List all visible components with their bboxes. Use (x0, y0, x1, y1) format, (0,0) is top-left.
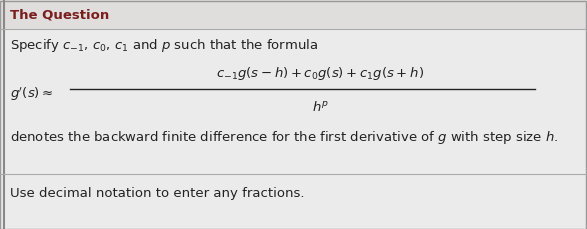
Text: $c_{-1}g(s-h) + c_0g(s) + c_1g(s+h)$: $c_{-1}g(s-h) + c_0g(s) + c_1g(s+h)$ (216, 65, 424, 82)
Text: Use decimal notation to enter any fractions.: Use decimal notation to enter any fracti… (10, 188, 305, 201)
Text: $h^p$: $h^p$ (312, 100, 328, 114)
Text: Specify $c_{-1}$, $c_0$, $c_1$ and $p$ such that the formula: Specify $c_{-1}$, $c_0$, $c_1$ and $p$ s… (10, 36, 318, 54)
Text: denotes the backward finite difference for the first derivative of $g$ with step: denotes the backward finite difference f… (10, 128, 558, 145)
Text: $g'(s) \approx$: $g'(s) \approx$ (10, 85, 53, 103)
Text: The Question: The Question (10, 8, 109, 22)
Bar (0, 0, 587, 29)
